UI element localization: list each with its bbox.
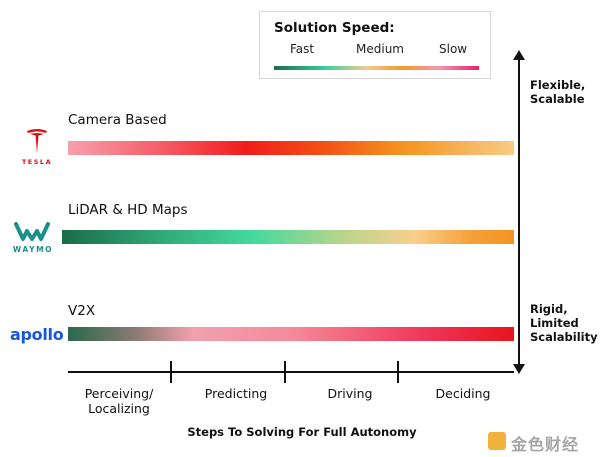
legend-slow-label: Slow xyxy=(439,42,468,56)
side-bottom-line-3: Scalability xyxy=(530,330,598,344)
waymo-logo-icon xyxy=(14,222,50,241)
lidar-hd-maps-bar xyxy=(62,230,514,244)
step-3-label: Driving xyxy=(327,386,373,401)
axis-tick xyxy=(170,361,172,383)
rigid-limited-label: Rigid, Limited Scalability xyxy=(530,302,598,344)
axis-title: Steps To Solving For Full Autonomy xyxy=(187,425,417,439)
axis-tick xyxy=(397,361,399,383)
scalability-axis xyxy=(518,56,520,370)
arrow-down-icon xyxy=(513,364,525,374)
steps-axis xyxy=(68,371,514,373)
legend-gradient-bar xyxy=(274,66,479,70)
side-bottom-line-2: Limited xyxy=(530,316,579,330)
step-1-line-2: Localizing xyxy=(88,401,150,416)
arrow-up-icon xyxy=(513,50,525,60)
step-1-line-1: Perceiving/ xyxy=(84,386,154,401)
tesla-logo-icon xyxy=(27,129,47,153)
v2x-bar xyxy=(68,327,514,341)
step-4-label: Deciding xyxy=(435,386,491,401)
legend-fast-label: Fast xyxy=(290,42,315,56)
step-deciding: Deciding xyxy=(406,386,520,401)
side-bottom-line-1: Rigid, xyxy=(530,302,568,316)
waymo-wordmark: WAYMO xyxy=(12,245,54,254)
flexible-scalable-label: Flexible, Scalable xyxy=(530,78,598,106)
step-2-label: Predicting xyxy=(204,386,268,401)
tesla-wordmark: TESLA xyxy=(21,158,53,166)
legend-medium-label: Medium xyxy=(356,42,404,56)
lidar-hd-maps-label: LiDAR & HD Maps xyxy=(68,202,188,218)
watermark-logo-icon xyxy=(488,432,506,450)
watermark-text: 金色财经 xyxy=(511,435,580,454)
solution-speed-legend: Solution Speed: Fast Medium Slow xyxy=(259,11,491,79)
side-top-line-1: Flexible, xyxy=(530,78,586,92)
v2x-label: V2X xyxy=(68,303,96,319)
camera-based-label: Camera Based xyxy=(68,112,167,128)
axis-tick xyxy=(284,361,286,383)
side-top-line-2: Scalable xyxy=(530,92,585,106)
apollo-logo-wordmark: apollo xyxy=(10,325,64,344)
step-predicting: Predicting xyxy=(180,386,292,401)
step-driving: Driving xyxy=(294,386,406,401)
step-perceiving-localizing: Perceiving/ Localizing xyxy=(70,386,168,416)
camera-based-bar xyxy=(68,141,514,155)
legend-title: Solution Speed: xyxy=(274,20,395,36)
